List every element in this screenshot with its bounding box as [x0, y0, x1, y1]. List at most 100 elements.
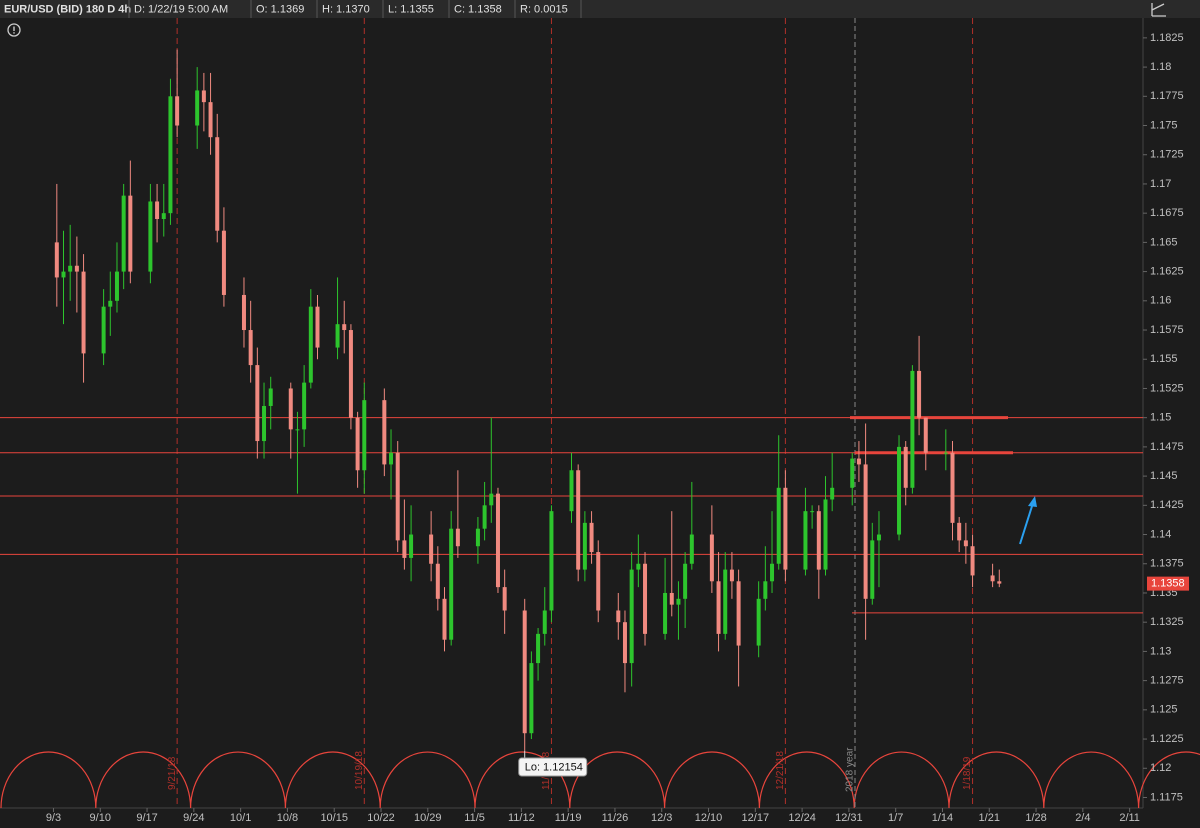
candle-body — [957, 522, 962, 541]
candle-body — [342, 324, 347, 331]
candle-body — [816, 511, 821, 570]
candle-body — [669, 592, 674, 605]
x-tick-label: 10/1 — [230, 812, 251, 824]
candle-body — [803, 511, 808, 570]
candle-body — [382, 400, 387, 465]
candle-body — [923, 417, 928, 453]
candle-body — [689, 534, 694, 564]
candle-body — [876, 534, 881, 541]
x-tick-label: 1/7 — [888, 812, 903, 824]
x-tick-label: 1/14 — [932, 812, 953, 824]
candle-body — [208, 102, 213, 138]
candle-body — [756, 598, 761, 646]
y-tick-label: 1.1325 — [1150, 616, 1184, 628]
candle-body — [121, 195, 126, 272]
candle-body — [723, 569, 728, 634]
candle-body — [315, 306, 320, 348]
candle-body — [402, 540, 407, 558]
x-tick-label: 9/3 — [46, 812, 61, 824]
candle-body — [616, 610, 621, 623]
candle-body — [161, 213, 166, 220]
candle-body — [355, 417, 360, 471]
y-tick-label: 1.1275 — [1150, 675, 1184, 687]
y-tick-label: 1.1675 — [1150, 207, 1184, 219]
x-tick-label: 11/12 — [508, 812, 535, 824]
low-callout-box — [518, 757, 588, 777]
candle-body — [522, 610, 527, 734]
candle-body — [823, 499, 828, 570]
candle-body — [596, 552, 601, 611]
candle-body — [482, 505, 487, 529]
header-field: D: 1/22/19 5:00 AM — [134, 3, 228, 15]
candle-body — [54, 242, 59, 278]
y-tick-label: 1.18 — [1150, 61, 1171, 73]
candle-body — [221, 230, 226, 295]
x-tick-label: 1/21 — [979, 812, 1000, 824]
y-tick-label: 1.1425 — [1150, 499, 1184, 511]
candle-body — [636, 563, 641, 570]
toolbar-icon[interactable] — [1151, 3, 1166, 17]
candle-body — [128, 195, 133, 272]
candle-body — [61, 271, 66, 278]
candle-body — [542, 610, 547, 634]
candle-body — [709, 534, 714, 582]
x-tick-label: 9/24 — [183, 812, 204, 824]
candle-body — [643, 563, 648, 634]
y-tick-label: 1.16 — [1150, 295, 1171, 307]
header-field: H: 1.1370 — [322, 3, 370, 15]
candle-body — [108, 300, 113, 307]
candle-body — [917, 370, 922, 418]
y-tick-label: 1.1375 — [1150, 558, 1184, 570]
candle-body — [529, 663, 534, 734]
y-tick-label: 1.155 — [1150, 353, 1178, 365]
candle-body — [295, 429, 300, 431]
candle-body — [455, 528, 460, 547]
low-callout: Lo: 1.12154 — [525, 761, 583, 773]
candle-body — [114, 271, 119, 301]
candle-body — [502, 587, 507, 611]
candle-body — [302, 382, 307, 430]
candle-body — [395, 452, 400, 541]
x-tick-label: 12/17 — [742, 812, 770, 824]
x-tick-label: 2/4 — [1075, 812, 1090, 824]
x-tick-label: 11/19 — [555, 812, 582, 824]
cycle-label: 9/21/18 — [167, 756, 178, 790]
candle-body — [308, 306, 313, 383]
header-field: O: 1.1369 — [256, 3, 304, 15]
candle-body — [763, 581, 768, 599]
candle-body — [683, 563, 688, 599]
arrow-head — [1028, 496, 1037, 507]
candle-body — [81, 271, 86, 354]
header-field: EUR/USD (BID) 180 D 4h — [4, 3, 131, 15]
candle-body — [255, 365, 260, 442]
candle-body — [409, 534, 414, 558]
x-tick-label: 10/15 — [320, 812, 348, 824]
candle-body — [850, 458, 855, 488]
candle-body — [582, 522, 587, 570]
x-tick-label: 12/24 — [788, 812, 816, 824]
candle-body — [990, 575, 995, 582]
cycle-arcs — [0, 751, 1200, 809]
header-field: L: 1.1355 — [388, 3, 434, 15]
alert-icon[interactable] — [7, 23, 21, 37]
x-tick-label: 1/28 — [1025, 812, 1046, 824]
candle-body — [870, 540, 875, 599]
y-tick-label: 1.1175 — [1150, 791, 1183, 803]
candle-body — [475, 528, 480, 547]
candle-body — [783, 487, 788, 570]
candle-body — [241, 294, 246, 331]
x-tick-label: 9/17 — [136, 812, 157, 824]
arrow-shaft — [1019, 502, 1034, 545]
y-tick-label: 1.1475 — [1150, 441, 1184, 453]
candle-body — [569, 470, 574, 512]
candle-body — [943, 452, 948, 454]
candle-body — [549, 511, 554, 611]
candle-body — [74, 265, 79, 272]
candle-body — [201, 90, 206, 103]
candle-body — [248, 330, 253, 366]
x-tick-label: 10/29 — [414, 812, 442, 824]
candle-body — [489, 493, 494, 506]
candle-body — [429, 534, 434, 564]
candle-body — [910, 370, 915, 488]
